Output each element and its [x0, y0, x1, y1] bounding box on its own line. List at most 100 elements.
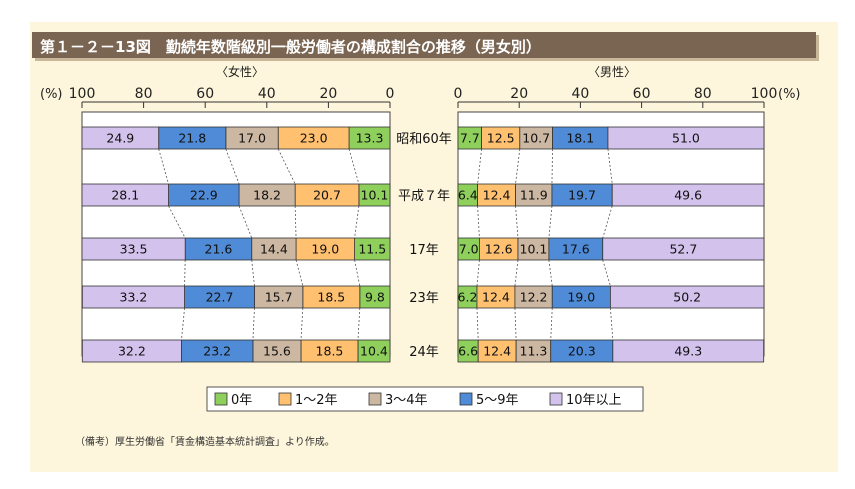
male-data-label: 50.2	[673, 290, 701, 305]
female-data-label: 15.7	[265, 290, 293, 305]
legend-swatch	[368, 392, 382, 406]
female-bar-segment	[81, 183, 169, 207]
male-connector-line	[602, 259, 611, 287]
male-tick-label: 80	[694, 86, 712, 102]
male-connector-line	[607, 148, 613, 185]
female-tick-label: 40	[258, 86, 276, 102]
female-connector-line	[357, 307, 361, 341]
source-note: （備考）厚生労働省「賃金構造基本統計調査」より作成。	[75, 437, 335, 448]
female-data-label: 10.4	[360, 344, 388, 359]
female-connector-line	[181, 307, 185, 341]
male-connector-line	[551, 148, 553, 185]
female-connector-line	[354, 259, 361, 287]
legend-label: 10年以上	[566, 393, 622, 408]
female-data-label: 23.2	[203, 344, 231, 359]
female-bar-segment	[81, 339, 182, 363]
male-connector-line	[548, 205, 553, 239]
female-data-label: 24.9	[106, 131, 134, 146]
female-data-label: 20.7	[313, 188, 341, 203]
female-data-label: 10.1	[361, 188, 389, 203]
male-data-label: 6.4	[458, 188, 478, 203]
female-data-label: 21.6	[205, 242, 233, 257]
female-connector-line	[184, 259, 186, 287]
male-connector-line	[477, 148, 482, 185]
female-data-label: 9.8	[365, 290, 385, 305]
legend-label: 0年	[231, 393, 252, 408]
male-data-label: 12.4	[483, 188, 511, 203]
female-data-label: 21.8	[178, 131, 206, 146]
male-tick-label: 40	[571, 86, 589, 102]
female-data-label: 18.5	[317, 290, 345, 305]
male-connector-line	[477, 205, 480, 239]
legend-label: 5～9年	[476, 393, 519, 408]
male-bar-segment	[607, 126, 765, 150]
female-connector-line	[251, 259, 255, 287]
legend-swatch	[549, 392, 563, 406]
unit-label-left: (%)	[40, 87, 63, 102]
male-data-label: 7.7	[460, 131, 480, 146]
male-data-label: 49.3	[674, 344, 702, 359]
male-connector-line	[515, 148, 521, 185]
female-data-label: 22.7	[206, 290, 234, 305]
female-connector-line	[300, 307, 304, 341]
female-data-label: 18.2	[253, 188, 281, 203]
male-tick-label: 0	[454, 86, 463, 102]
male-data-label: 7.0	[459, 242, 479, 257]
male-connector-line	[515, 205, 519, 239]
male-data-label: 12.2	[520, 290, 548, 305]
male-bar-segment	[602, 237, 765, 261]
male-tick-label: 20	[510, 86, 528, 102]
category-label: 平成７年	[398, 189, 450, 204]
legend-swatch	[214, 392, 228, 406]
female-data-label: 23.0	[300, 131, 328, 146]
male-data-label: 11.9	[520, 188, 548, 203]
female-data-label: 33.2	[120, 290, 148, 305]
unit-label-right: (%)	[778, 87, 801, 102]
category-label: 17年	[409, 243, 439, 258]
male-data-label: 51.0	[672, 131, 700, 146]
male-connector-line	[548, 259, 553, 287]
female-plot-frame	[81, 111, 391, 357]
male-data-label: 19.0	[567, 290, 595, 305]
male-data-label: 11.3	[520, 344, 548, 359]
category-label: 24年	[409, 345, 439, 360]
legend-label: 1～2年	[295, 393, 338, 408]
female-data-label: 19.0	[311, 242, 339, 257]
female-connector-line	[238, 205, 253, 239]
female-data-label: 17.0	[238, 131, 266, 146]
male-data-label: 12.4	[483, 344, 511, 359]
female-tick-label: 0	[386, 86, 395, 102]
female-tick-label: 60	[196, 86, 214, 102]
female-connector-line	[252, 307, 255, 341]
male-data-label: 10.1	[520, 242, 548, 257]
male-tick-label: 100	[751, 86, 778, 102]
female-panel-title: 〈女性〉	[216, 64, 264, 79]
female-tick-label: 20	[319, 86, 337, 102]
figure-title-bar: 第１－２－13図 勤続年数階級別一般労働者の構成割合の推移（男女別）	[32, 32, 816, 58]
female-data-label: 32.2	[118, 344, 146, 359]
female-data-label: 18.5	[316, 344, 344, 359]
legend-label: 3～4年	[385, 393, 428, 408]
female-connector-line	[295, 259, 304, 287]
male-connector-line	[514, 307, 517, 341]
male-panel-title: 〈男性〉	[588, 65, 636, 79]
female-tick-label: 80	[135, 86, 153, 102]
male-bar-segment	[611, 183, 765, 207]
female-tick-label: 100	[69, 86, 96, 102]
legend-swatch	[459, 392, 473, 406]
male-data-label: 52.7	[669, 242, 697, 257]
male-data-label: 12.4	[482, 290, 510, 305]
female-data-label: 33.5	[120, 242, 148, 257]
male-connector-line	[550, 307, 553, 341]
male-connector-line	[476, 259, 480, 287]
female-data-label: 13.3	[356, 131, 384, 146]
male-data-label: 12.5	[487, 131, 515, 146]
female-bar-segment	[81, 237, 186, 261]
male-connector-line	[602, 205, 613, 239]
male-data-label: 20.3	[568, 344, 596, 359]
category-label: 昭和60年	[396, 132, 452, 147]
male-data-label: 19.7	[568, 188, 596, 203]
female-bar-segment	[81, 285, 185, 309]
